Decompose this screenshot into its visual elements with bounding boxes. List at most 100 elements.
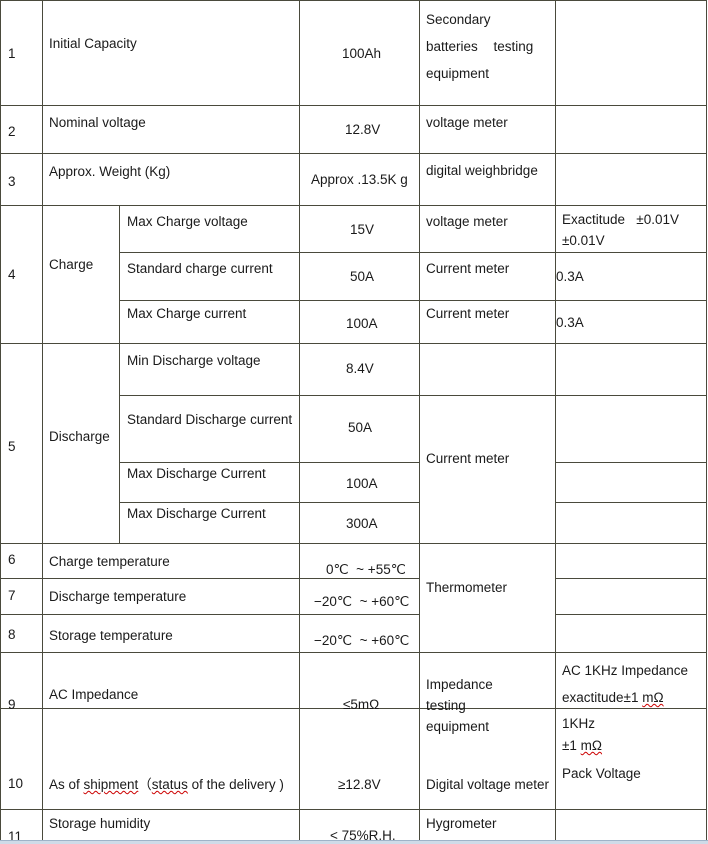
table-cell: [555, 462, 706, 502]
table-cell: [419, 708, 555, 809]
test-method: Current meter: [426, 306, 510, 321]
table-cell: [42, 708, 299, 809]
note: ±0.01V: [562, 233, 605, 248]
table-cell: [299, 502, 419, 543]
item-value: 50A: [348, 420, 373, 435]
test-method: equipment: [426, 719, 490, 734]
note: Exactitude ±0.01V: [562, 212, 679, 227]
row-number: 10: [8, 776, 24, 791]
table-cell: [299, 105, 419, 153]
item-label: Storage humidity: [49, 816, 151, 831]
table-cell: [419, 395, 555, 543]
note: Pack Voltage: [562, 766, 641, 781]
table-cell: [0, 652, 42, 708]
sub-item-label: Max Charge current: [127, 306, 247, 321]
item-value: 300A: [346, 516, 378, 531]
test-method: Current meter: [426, 451, 510, 466]
table-cell: [0, 708, 42, 809]
item-label: Nominal voltage: [49, 115, 146, 130]
item-value: −20℃ ~ +60℃: [314, 594, 410, 609]
row-number: 8: [8, 627, 16, 642]
window-bottom-edge: [0, 840, 708, 844]
item-value: Approx .13.5K g: [311, 172, 408, 187]
item-label: Discharge: [49, 429, 110, 444]
test-method: voltage meter: [426, 115, 508, 130]
row-number: 3: [8, 174, 16, 189]
table-cell: [119, 205, 299, 252]
item-value: ≤5mΩ: [343, 697, 380, 712]
sub-item-label: Max Discharge Current: [127, 506, 266, 521]
table-cell: [419, 153, 555, 205]
item-label: Storage temperature: [49, 628, 173, 643]
table-cell: [555, 105, 706, 153]
table-cell: [555, 153, 706, 205]
sub-item-label: Max Discharge Current: [127, 466, 266, 481]
table-cell: [42, 153, 299, 205]
table-cell: [555, 809, 706, 844]
row-number: 6: [8, 552, 16, 567]
table-cell: [555, 395, 706, 462]
item-label: Charge: [49, 257, 94, 272]
table-cell: [299, 252, 419, 300]
table-cell: [419, 300, 555, 343]
item-label: AC Impedance: [49, 687, 139, 702]
table-cell: [119, 395, 299, 462]
table-cell: [299, 652, 419, 708]
row-number: 4: [8, 267, 16, 282]
table-cell: [299, 300, 419, 343]
table-cell: [299, 462, 419, 502]
table-cell: [299, 343, 419, 395]
table-cell: [419, 652, 555, 708]
test-method: digital weighbridge: [426, 163, 538, 178]
test-method: Impedance: [426, 677, 493, 692]
table-cell: [42, 809, 299, 844]
item-value: 100A: [346, 316, 378, 331]
table-cell: [0, 543, 42, 578]
table-cell: [42, 578, 299, 614]
item-label: Initial Capacity: [49, 36, 137, 51]
row-number: 2: [8, 124, 16, 139]
table-cell: [0, 578, 42, 614]
table-cell: [419, 343, 555, 395]
table-cell: [555, 543, 706, 578]
table-cell: [42, 543, 299, 578]
table-cell: [299, 395, 419, 462]
table-cell: [555, 652, 706, 708]
table-cell: [299, 205, 419, 252]
item-value: 15V: [350, 222, 375, 237]
test-method: Current meter: [426, 261, 510, 276]
test-method: Hygrometer: [426, 816, 497, 831]
table-cell: [555, 300, 706, 343]
item-value: < 75%R.H.: [330, 828, 396, 843]
table-cell: [555, 578, 706, 614]
table-cell: [119, 502, 299, 543]
table-cell: [419, 809, 555, 844]
note: 1KHz: [562, 716, 596, 731]
test-method: Secondary: [426, 12, 491, 27]
test-method: batteries testing: [426, 39, 534, 54]
row-number: 7: [8, 588, 16, 603]
item-value: 50A: [350, 269, 375, 284]
table-cell: [42, 614, 299, 652]
item-label: Charge temperature: [49, 554, 170, 569]
table-cell: [419, 252, 555, 300]
test-method: voltage meter: [426, 214, 508, 229]
table-cell: [555, 502, 706, 543]
item-value: ≥12.8V: [338, 777, 381, 792]
table-cell: [42, 343, 119, 543]
table-cell: [555, 0, 706, 105]
table-cell: [119, 343, 299, 395]
table-cell: [299, 0, 419, 105]
table-cell: [555, 252, 706, 300]
table-cell: [0, 343, 42, 543]
sub-item-label: Standard Discharge current: [127, 412, 293, 427]
table-cell: [0, 0, 42, 105]
test-method: equipment: [426, 66, 490, 81]
table-cell: [0, 205, 42, 343]
test-method: testing: [426, 698, 466, 713]
row-number: 9: [8, 697, 16, 712]
table-cell: [299, 708, 419, 809]
table-cell: [555, 343, 706, 395]
test-method: Digital voltage meter: [426, 777, 550, 792]
